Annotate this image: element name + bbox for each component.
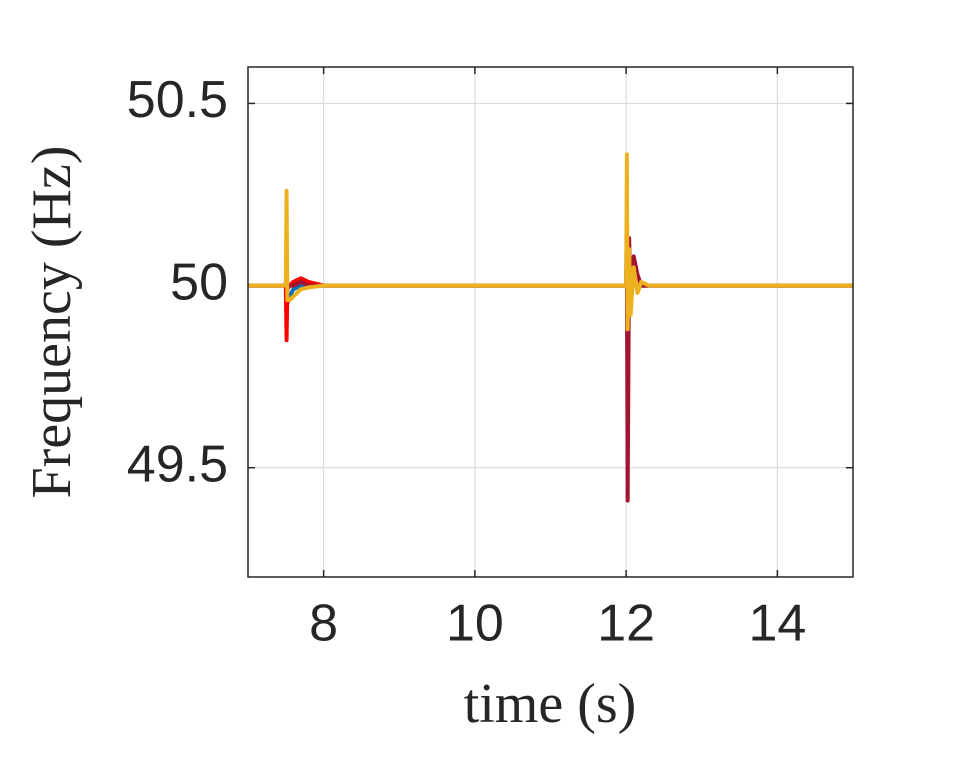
x-tick-label: 12 xyxy=(597,595,655,653)
axes-frame xyxy=(247,66,854,578)
x-axis-label: time (s) xyxy=(464,673,637,735)
y-tick-label: 50.5 xyxy=(127,71,228,129)
y-tick-label: 49.5 xyxy=(127,435,228,493)
plot-area xyxy=(248,67,853,577)
y-tick-label: 50 xyxy=(170,253,228,311)
series-line xyxy=(248,152,853,332)
y-axis-label: Frequency (Hz) xyxy=(21,146,83,499)
x-tick-label: 14 xyxy=(748,595,806,653)
x-tick-label: 8 xyxy=(309,595,338,653)
x-tick-label: 10 xyxy=(446,595,504,653)
